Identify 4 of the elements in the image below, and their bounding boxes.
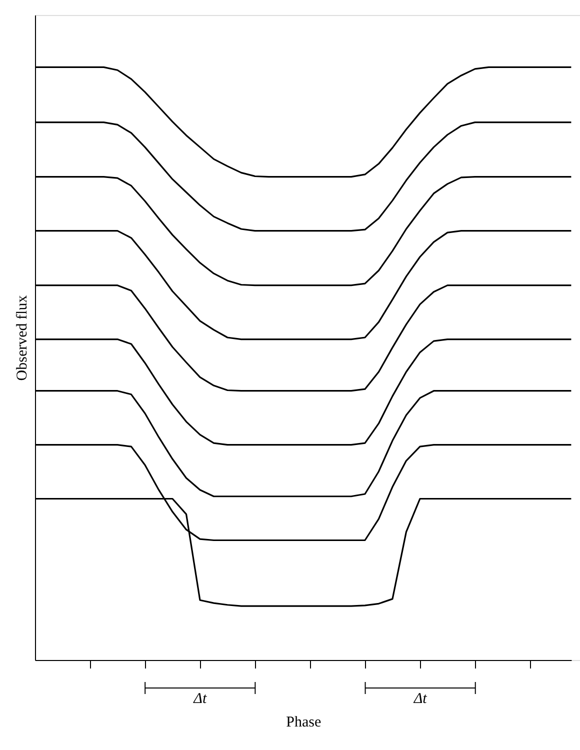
y-axis-title: Observed flux — [14, 294, 30, 381]
x-axis-title: Phase — [286, 714, 322, 730]
text: Δt — [192, 691, 208, 707]
text: Δt — [412, 691, 428, 707]
